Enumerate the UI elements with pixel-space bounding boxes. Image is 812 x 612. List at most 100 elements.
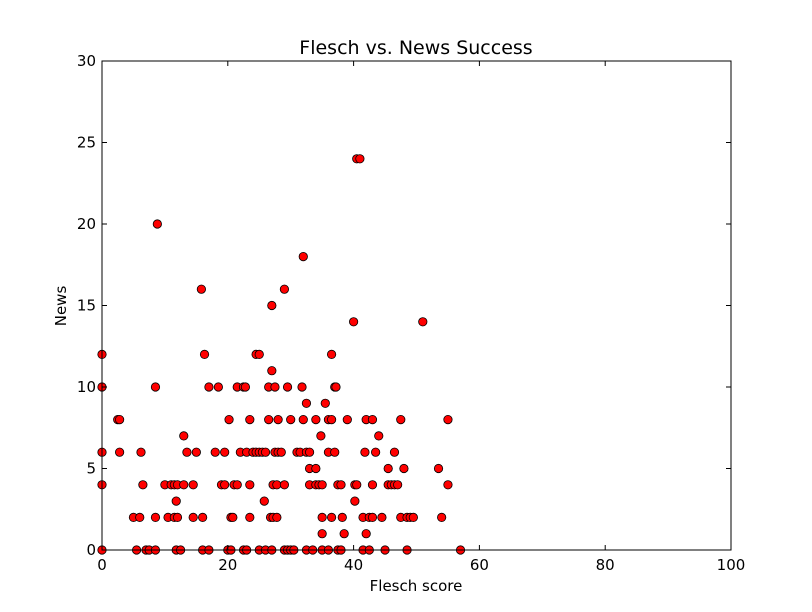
data-point (337, 512, 347, 523)
data-point (135, 512, 145, 523)
data-point (210, 447, 220, 457)
data-point (396, 414, 406, 425)
data-point (355, 154, 365, 164)
data-point (360, 447, 370, 457)
data-point (254, 349, 264, 359)
data-point (245, 480, 255, 490)
data-point (326, 349, 337, 359)
data-point (245, 512, 255, 523)
data-point (232, 480, 242, 490)
data-point (199, 349, 210, 359)
data-point (331, 382, 341, 392)
data-point (393, 480, 403, 490)
data-point (213, 382, 223, 392)
data-point (179, 431, 189, 441)
data-point (270, 382, 280, 392)
data-point (272, 512, 282, 523)
data-point (259, 496, 269, 506)
plot-area: 0 20 40 60 80 100 0 5 10 15 20 25 30 (77, 52, 745, 574)
data-point (171, 496, 181, 506)
data-point (188, 480, 198, 490)
data-point (220, 480, 230, 490)
y-tick-label: 0 (86, 541, 96, 559)
data-point (330, 447, 340, 457)
y-tick-label: 20 (77, 215, 96, 233)
data-point (317, 512, 327, 523)
data-point (311, 463, 321, 474)
data-point (408, 512, 418, 523)
data-point (204, 382, 214, 392)
y-tick-label: 10 (77, 378, 96, 396)
data-point (298, 414, 308, 425)
data-point (317, 529, 327, 539)
data-point (224, 414, 234, 425)
data-point (240, 382, 251, 392)
data-point (279, 284, 290, 294)
data-point (352, 480, 362, 490)
chart-title: Flesch vs. News Success (299, 37, 532, 59)
data-point (282, 382, 293, 392)
data-point (433, 463, 444, 474)
data-point (220, 447, 230, 457)
data-point (383, 463, 393, 474)
data-point (339, 529, 349, 539)
data-point (152, 219, 162, 229)
data-point (198, 512, 208, 523)
data-point (336, 480, 346, 490)
data-point (298, 252, 308, 262)
data-point (304, 447, 315, 457)
data-point (320, 398, 330, 408)
y-tick-label: 30 (77, 52, 96, 70)
data-point (326, 512, 337, 523)
data-point (418, 317, 428, 327)
data-point (260, 447, 271, 457)
data-point (377, 512, 387, 523)
data-point (267, 366, 277, 376)
x-tick-label: 20 (218, 556, 237, 574)
y-tick-label: 25 (77, 134, 96, 152)
y-tick-label: 5 (86, 460, 96, 478)
x-tick-label: 60 (470, 556, 489, 574)
data-point (367, 480, 378, 490)
data-point (374, 431, 384, 441)
data-point (115, 414, 125, 425)
data-point (317, 480, 327, 490)
data-point (342, 414, 352, 425)
data-point (348, 317, 359, 327)
x-axis-label: Flesch score (370, 577, 463, 595)
data-point (191, 447, 201, 457)
data-point (297, 382, 307, 392)
data-point (188, 512, 198, 523)
data-point (371, 447, 381, 457)
data-point (273, 414, 283, 425)
y-axis-label: News (52, 286, 70, 327)
data-point (279, 480, 290, 490)
data-point (267, 300, 277, 311)
data-point (350, 496, 360, 506)
data-point (245, 414, 255, 425)
data-point (196, 284, 206, 294)
data-point (443, 414, 453, 425)
data-point (367, 414, 378, 425)
data-point (301, 398, 312, 408)
data-point (272, 480, 282, 490)
y-tick-label: 15 (77, 297, 96, 315)
data-point (182, 447, 192, 457)
data-point (367, 512, 378, 523)
data-point (150, 512, 161, 523)
data-point (150, 382, 161, 392)
data-point (399, 463, 409, 474)
data-point (228, 512, 238, 523)
x-tick-label: 80 (596, 556, 615, 574)
data-point (172, 512, 183, 523)
data-point (311, 414, 321, 425)
data-point (443, 480, 453, 490)
data-point (361, 529, 371, 539)
data-point (326, 414, 337, 425)
data-point (276, 447, 286, 457)
x-tick-label: 40 (344, 556, 363, 574)
data-point (264, 414, 274, 425)
data-point (286, 414, 296, 425)
